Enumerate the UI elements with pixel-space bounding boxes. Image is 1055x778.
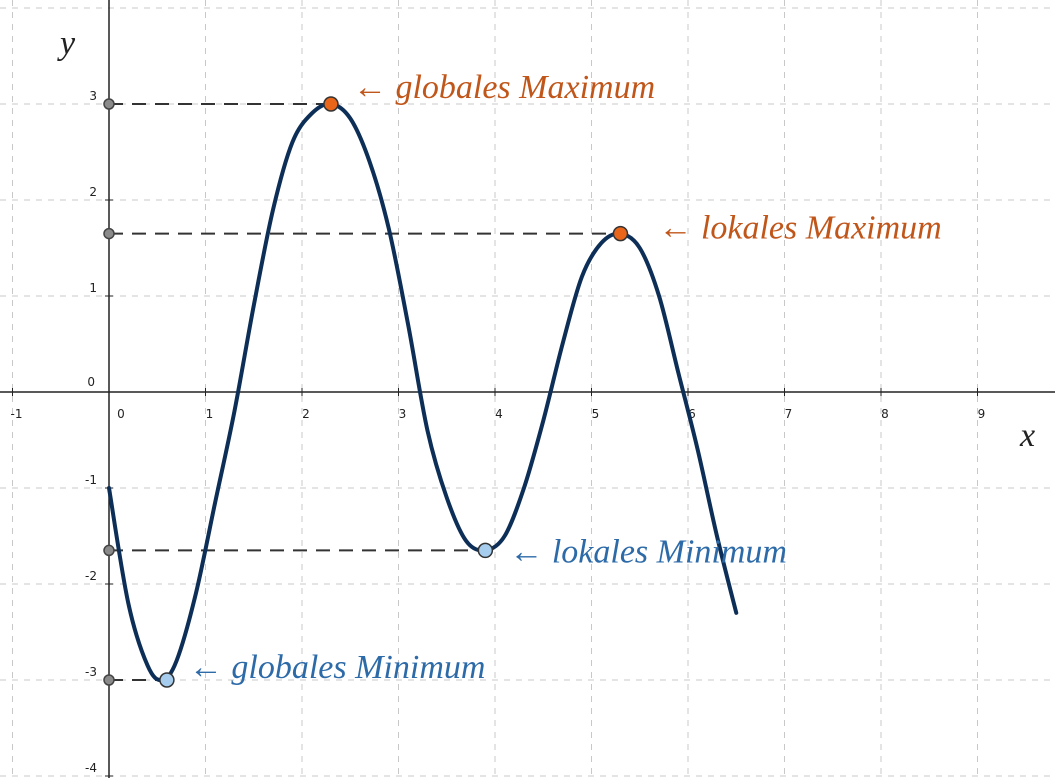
y-axis-marker — [103, 674, 115, 686]
x-tick-label: 2 — [302, 407, 310, 421]
y-tick-label: -3 — [85, 665, 97, 679]
y-axis-marker — [103, 98, 115, 110]
annotation-label: ← lokales Minimum — [509, 533, 787, 570]
x-tick-label: 8 — [881, 407, 889, 421]
annotation-label: ← lokales Maximum — [658, 210, 941, 247]
x-tick-label: 6 — [688, 407, 696, 421]
y-axis-label: y — [57, 25, 76, 62]
y-tick-label: 1 — [89, 281, 97, 295]
x-tick-label: 0 — [117, 407, 125, 421]
y-tick-label: 2 — [89, 185, 97, 199]
extremum-point — [612, 225, 629, 242]
extrema-points — [103, 96, 629, 688]
extremum-point — [159, 672, 175, 688]
annotation-label: ← globales Maximum — [353, 69, 655, 106]
y-tick-label: -1 — [85, 473, 97, 487]
y-tick-label: 3 — [89, 89, 97, 103]
annotation-label: ← globales Minimum — [189, 649, 486, 686]
y-axis-marker — [103, 544, 115, 557]
x-tick-label: 7 — [785, 407, 793, 421]
x-tick-label: 9 — [978, 407, 986, 421]
x-tick-label: -1 — [11, 407, 23, 421]
annotations: ← globales Maximum ← lokales Maximum ← lok… — [189, 69, 942, 686]
function-curve — [107, 101, 739, 683]
curve — [107, 101, 739, 683]
x-tick-label: 1 — [206, 407, 214, 421]
extremum-point — [477, 542, 494, 559]
y-tick-label: -4 — [85, 761, 97, 775]
x-axis-label: x — [1019, 417, 1035, 454]
x-tick-label: 4 — [495, 407, 503, 421]
y-axis-marker — [103, 227, 115, 240]
y-tick-label: -2 — [85, 569, 97, 583]
extremum-point — [323, 96, 339, 112]
x-tick-label: 5 — [592, 407, 600, 421]
y-tick-label: 0 — [87, 375, 95, 389]
x-tick-label: 3 — [399, 407, 407, 421]
tick-labels: -1 0 1 2 3 4 5 6 7 8 9 -4 -3 -2 -1 0 1 2 3 — [11, 89, 986, 777]
